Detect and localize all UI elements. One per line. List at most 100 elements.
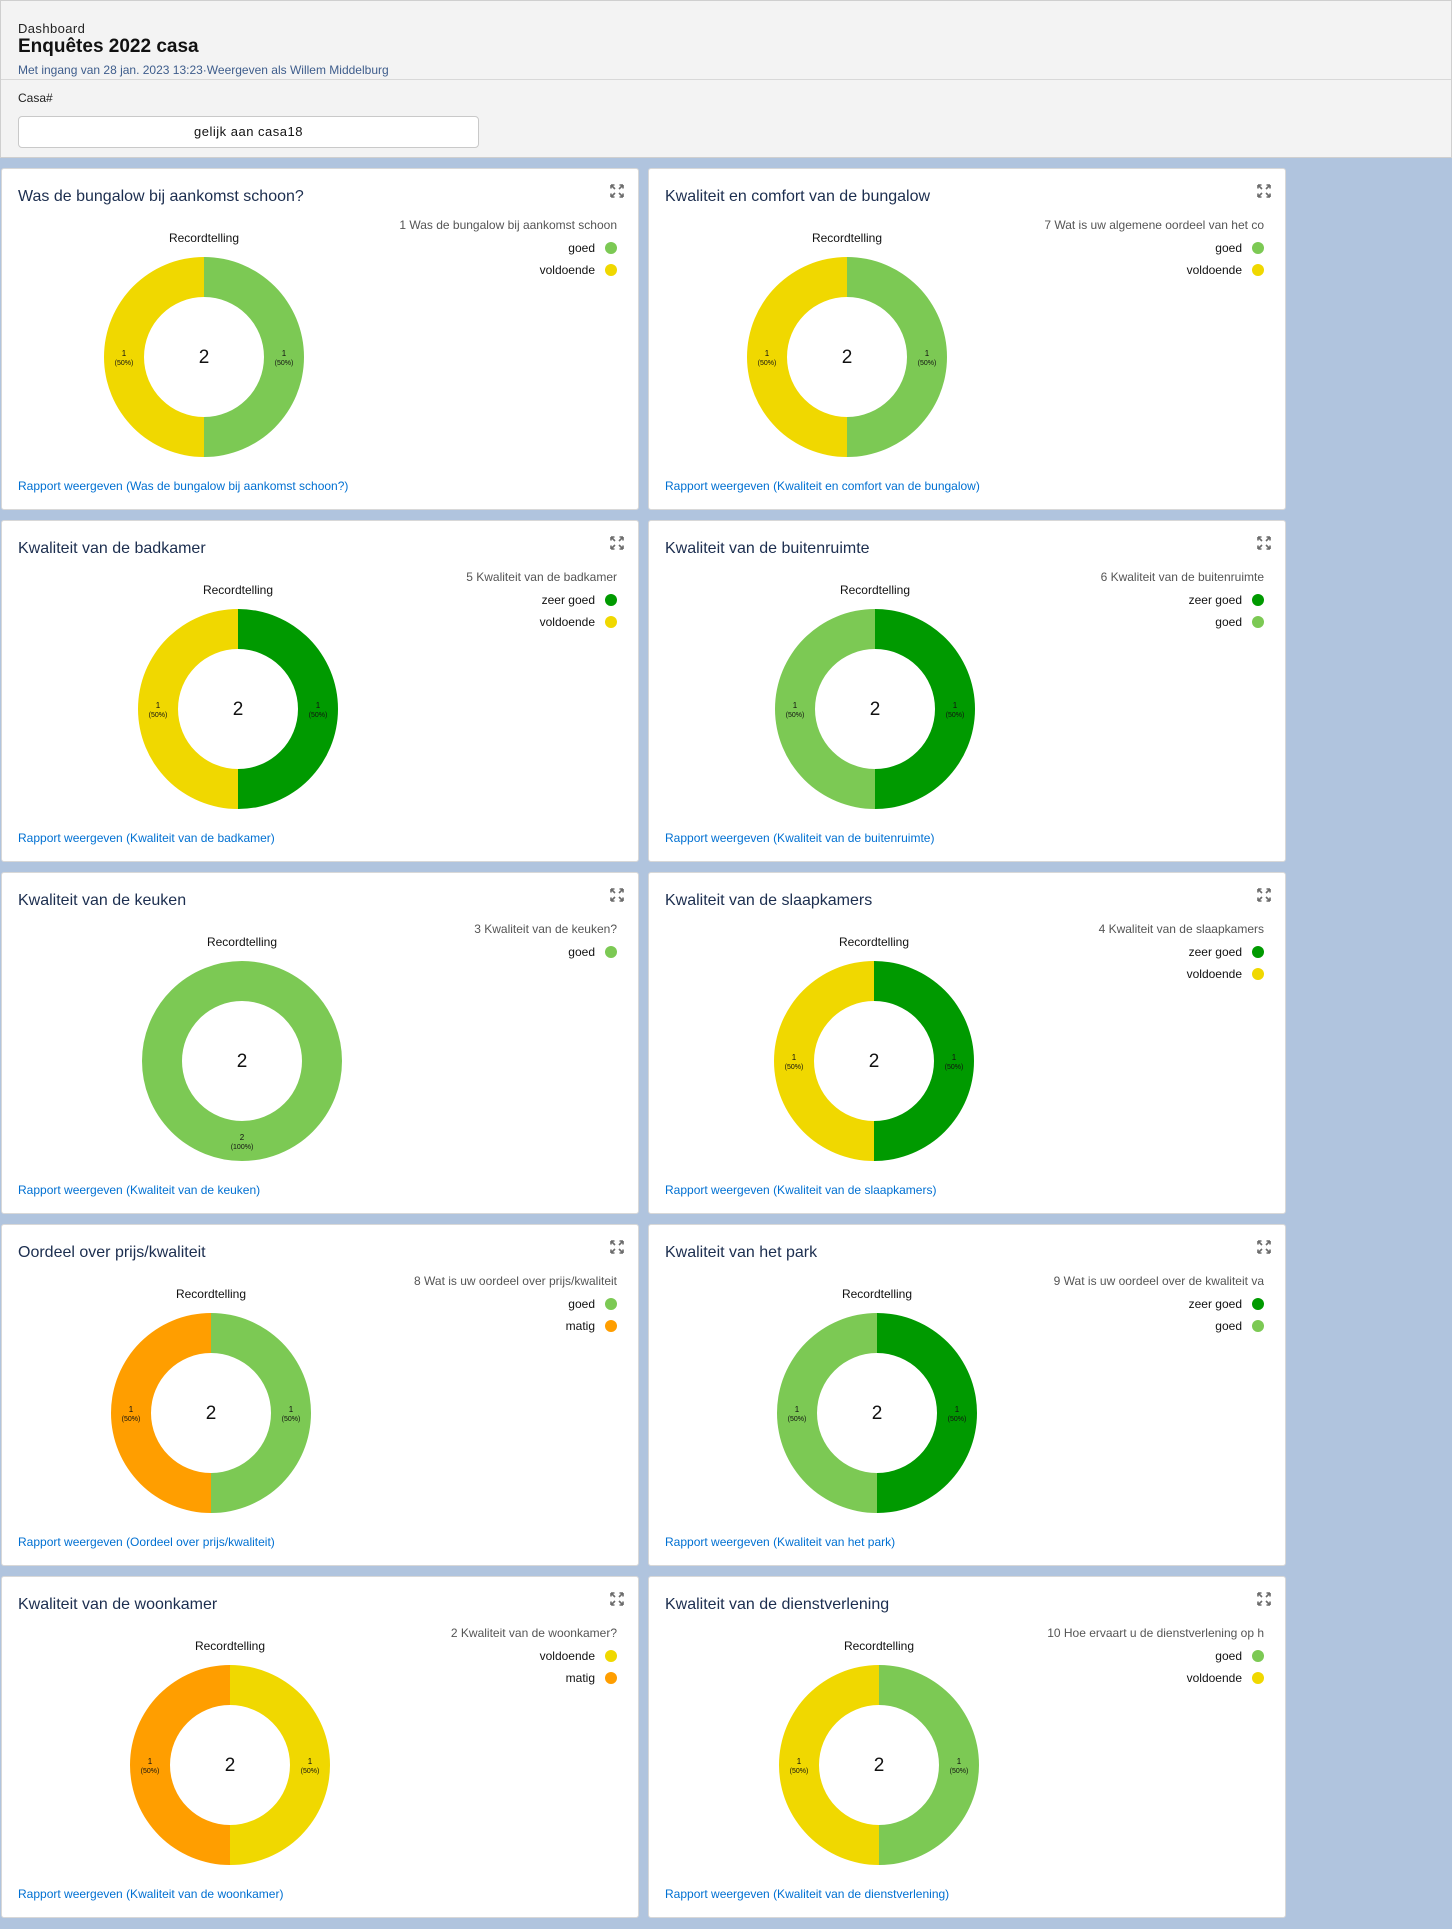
legend-swatch [1252,1298,1264,1310]
donut-total: 2 [870,699,881,720]
legend-item[interactable]: zeer goed [1189,944,1264,960]
slice-value-label: 1 [955,1405,960,1414]
slice-value-label: 1 [957,1757,962,1766]
donut-slice[interactable] [204,257,304,457]
expand-icon[interactable] [1257,1592,1271,1606]
donut-slice[interactable] [877,1313,977,1513]
expand-icon[interactable] [610,1240,624,1254]
legend-item[interactable]: voldoende [540,1648,617,1664]
view-report-link[interactable]: Rapport weergeven (Kwaliteit van de dien… [665,1887,950,1901]
donut-slice[interactable] [847,257,947,457]
chart-card: Kwaliteit van de dienstverlening Recordte… [648,1576,1286,1918]
donut-slice[interactable] [747,257,847,457]
donut-total: 2 [233,699,244,720]
slice-value-label: 1 [792,1053,797,1062]
legend-title: 8 Wat is uw oordeel over prijs/kwaliteit [414,1274,617,1288]
view-report-link[interactable]: Rapport weergeven (Kwaliteit van de keuk… [18,1183,261,1197]
legend-item[interactable]: zeer goed [542,592,617,608]
view-report-link[interactable]: Rapport weergeven (Kwaliteit van de woon… [18,1887,284,1901]
donut-slice[interactable] [775,609,875,809]
legend-title: 2 Kwaliteit van de woonkamer? [450,1626,617,1640]
legend-item[interactable]: goed [1215,1648,1264,1664]
legend-item[interactable]: voldoende [1187,966,1264,982]
measure-label: Recordtelling [202,583,274,597]
legend-title: 9 Wat is uw oordeel over de kwaliteit va [1053,1274,1264,1288]
legend-item[interactable]: goed [568,240,617,256]
donut-total: 2 [225,1755,236,1776]
legend-item[interactable]: voldoende [540,614,617,630]
legend-item[interactable]: goed [568,944,617,960]
donut-chart: 1 (50%) 1 (50%) 2 [138,609,338,809]
measure-label: Recordtelling [206,935,278,949]
donut-slice[interactable] [875,609,975,809]
view-report-link[interactable]: Rapport weergeven (Kwaliteit van het par… [665,1535,896,1549]
legend-label: goed [1215,241,1242,255]
donut-slice[interactable] [142,961,342,1161]
view-report-link[interactable]: Rapport weergeven (Kwaliteit van de slaa… [665,1183,937,1197]
expand-icon[interactable] [1257,184,1271,198]
donut-slice[interactable] [104,257,204,457]
donut-total: 2 [869,1051,880,1072]
chart-card: Kwaliteit van de slaapkamers Recordtellin… [648,872,1286,1214]
legend-item[interactable]: voldoende [1187,1670,1264,1686]
expand-icon[interactable] [1257,536,1271,550]
measure-label: Recordtelling [843,1639,915,1653]
slice-percent-label: (50%) [948,1416,967,1423]
expand-icon[interactable] [1257,1240,1271,1254]
header-eyebrow: Dashboard [18,21,86,36]
legend-item[interactable]: voldoende [1187,262,1264,278]
legend-label: goed [568,945,595,959]
legend-item[interactable]: goed [1215,1318,1264,1334]
legend-swatch [1252,968,1264,980]
legend-item[interactable]: goed [568,1296,617,1312]
expand-icon[interactable] [610,1592,624,1606]
donut-slice[interactable] [130,1665,230,1865]
chart-card: Kwaliteit van de keuken Recordtelling 3 Kw… [1,872,639,1214]
chart-card: Kwaliteit van de woonkamer Recordtelling 2… [1,1576,639,1918]
view-report-link[interactable]: Rapport weergeven (Oordeel over prijs/kw… [18,1535,275,1549]
slice-percent-label: (50%) [945,1064,964,1071]
donut-total: 2 [874,1755,885,1776]
expand-icon[interactable] [1257,888,1271,902]
donut-chart: 1 (50%) 1 (50%) 2 [777,1313,977,1513]
donut-slice[interactable] [138,609,238,809]
donut-slice[interactable] [111,1313,211,1513]
donut-slice[interactable] [779,1665,879,1865]
legend-item[interactable]: matig [566,1318,617,1334]
legend-item[interactable]: zeer goed [1189,1296,1264,1312]
donut-slice[interactable] [774,961,874,1161]
view-report-link[interactable]: Rapport weergeven (Was de bungalow bij a… [18,479,349,493]
donut-slice[interactable] [238,609,338,809]
legend-item[interactable]: voldoende [540,262,617,278]
legend-item[interactable]: matig [566,1670,617,1686]
legend-swatch [605,1672,617,1684]
donut-slice[interactable] [874,961,974,1161]
legend-title: 7 Wat is uw algemene oordeel van het co [1044,218,1264,232]
legend-title: 10 Hoe ervaart u de dienstverlening op h [1047,1626,1264,1640]
expand-icon[interactable] [610,888,624,902]
slice-percent-label: (50%) [309,712,328,719]
legend-item[interactable]: goed [1215,614,1264,630]
donut-slice[interactable] [879,1665,979,1865]
view-report-link[interactable]: Rapport weergeven (Kwaliteit van de buit… [665,831,935,845]
expand-icon[interactable] [610,184,624,198]
legend-item[interactable]: zeer goed [1189,592,1264,608]
legend-label: goed [1215,1319,1242,1333]
donut-slice[interactable] [230,1665,330,1865]
slice-percent-label: (50%) [918,360,937,367]
view-report-link[interactable]: Rapport weergeven (Kwaliteit van de badk… [18,831,275,845]
expand-icon[interactable] [610,536,624,550]
slice-value-label: 1 [148,1757,153,1766]
header-title-block: Dashboard Enquêtes 2022 casa Met ingang … [1,1,1451,80]
legend-swatch [605,242,617,254]
donut-total: 2 [237,1051,248,1072]
measure-label: Recordtelling [168,231,240,245]
view-report-link[interactable]: Rapport weergeven (Kwaliteit en comfort … [665,479,980,493]
chart-card: Oordeel over prijs/kwaliteit Recordtellin… [1,1224,639,1566]
slice-percent-label: (50%) [758,360,777,367]
donut-chart: 1 (50%) 1 (50%) 2 [747,257,947,457]
donut-slice[interactable] [211,1313,311,1513]
filter-casa-button[interactable]: gelijk aan casa18 [18,116,479,148]
donut-slice[interactable] [777,1313,877,1513]
legend-item[interactable]: goed [1215,240,1264,256]
